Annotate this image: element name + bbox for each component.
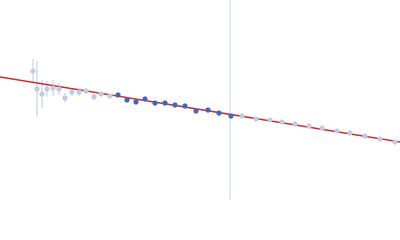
data-point [91,94,97,100]
data-point [107,93,113,99]
chart [0,0,400,200]
data-point [142,96,148,102]
data-point [392,139,398,145]
data-point [76,89,82,95]
data-point [133,99,139,105]
data-point [69,89,75,95]
data-point [30,68,36,74]
fit-line [0,76,400,143]
data-point [44,86,50,92]
data-point [124,97,130,103]
data-point [334,128,340,134]
data-point [34,86,40,92]
data-point [216,110,222,116]
data-point [279,119,285,125]
data-point [347,130,353,136]
data-point [50,85,56,91]
data-point [292,121,298,127]
data-point [56,86,62,92]
data-point [193,108,199,114]
data-point [98,91,104,97]
data-point [377,136,383,142]
data-point [83,88,89,94]
data-point [39,91,45,97]
data-point [228,113,234,119]
data-point [205,107,211,113]
page: (() => { const data = JSON.parse(documen… [0,0,400,200]
data-point [319,125,325,131]
data-point [362,133,368,139]
data-point [162,100,168,106]
data-point [62,95,68,101]
data-point [172,102,178,108]
data-point [182,103,188,109]
data-point [253,116,259,122]
data-point [152,100,158,106]
data-point [306,123,312,129]
data-point [115,92,121,98]
data-point [239,113,245,119]
data-point [267,117,273,123]
